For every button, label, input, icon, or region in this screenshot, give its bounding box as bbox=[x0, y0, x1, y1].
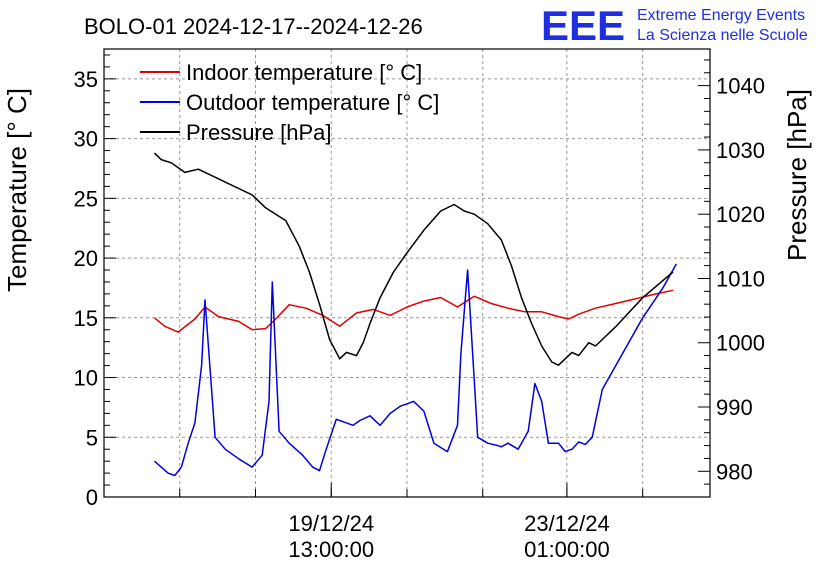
left-axis: 0 5 10 15 20 25 30 35 bbox=[74, 54, 116, 510]
y2-tick-label: 1000 bbox=[716, 331, 765, 356]
y-axis-label: Temperature [° C] bbox=[2, 88, 32, 292]
y-tick-label: 30 bbox=[74, 127, 98, 152]
y2-tick-label: 1010 bbox=[716, 266, 765, 291]
series-line-0 bbox=[154, 289, 674, 333]
y-tick-label: 25 bbox=[74, 186, 98, 211]
legend-label: Outdoor temperature [° C] bbox=[186, 90, 439, 115]
series-line-1 bbox=[154, 263, 677, 477]
x-tick-label-date: 23/12/24 bbox=[524, 511, 610, 536]
y2-tick-label: 1020 bbox=[716, 202, 765, 227]
y2-tick-label: 990 bbox=[716, 395, 753, 420]
y-tick-label: 15 bbox=[74, 306, 98, 331]
chart-title: BOLO-01 2024-12-17--2024-12-26 bbox=[84, 14, 423, 39]
logo-line2: La Scienza nelle Scuole bbox=[637, 27, 808, 44]
y-tick-label: 35 bbox=[74, 67, 98, 92]
legend-label: Indoor temperature [° C] bbox=[186, 60, 422, 85]
x-tick-label-time: 01:00:00 bbox=[524, 537, 610, 562]
right-axis: 980 990 1000 1010 1020 1030 1040 bbox=[698, 59, 765, 498]
eee-logo: EEE Extreme Energy Events La Scienza nel… bbox=[541, 2, 808, 49]
series-line-2 bbox=[153, 152, 674, 366]
series-layer bbox=[153, 152, 677, 477]
legend: Indoor temperature [° C] Outdoor temperat… bbox=[140, 60, 439, 145]
y-tick-label: 10 bbox=[74, 366, 98, 391]
grid-lines bbox=[104, 49, 710, 497]
y-tick-label: 20 bbox=[74, 246, 98, 271]
y2-tick-label: 1030 bbox=[716, 138, 765, 163]
x-tick-label-time: 13:00:00 bbox=[288, 537, 374, 562]
y-tick-label: 0 bbox=[86, 485, 98, 510]
logo-mark: EEE bbox=[541, 2, 625, 49]
y2-tick-label: 1040 bbox=[716, 74, 765, 99]
logo-line1: Extreme Energy Events bbox=[637, 7, 805, 24]
y2-tick-label: 980 bbox=[716, 459, 753, 484]
legend-label: Pressure [hPa] bbox=[186, 120, 332, 145]
y2-axis-label: Pressure [hPa] bbox=[782, 89, 812, 261]
x-tick-label-date: 19/12/24 bbox=[288, 511, 374, 536]
y-tick-label: 5 bbox=[86, 425, 98, 450]
